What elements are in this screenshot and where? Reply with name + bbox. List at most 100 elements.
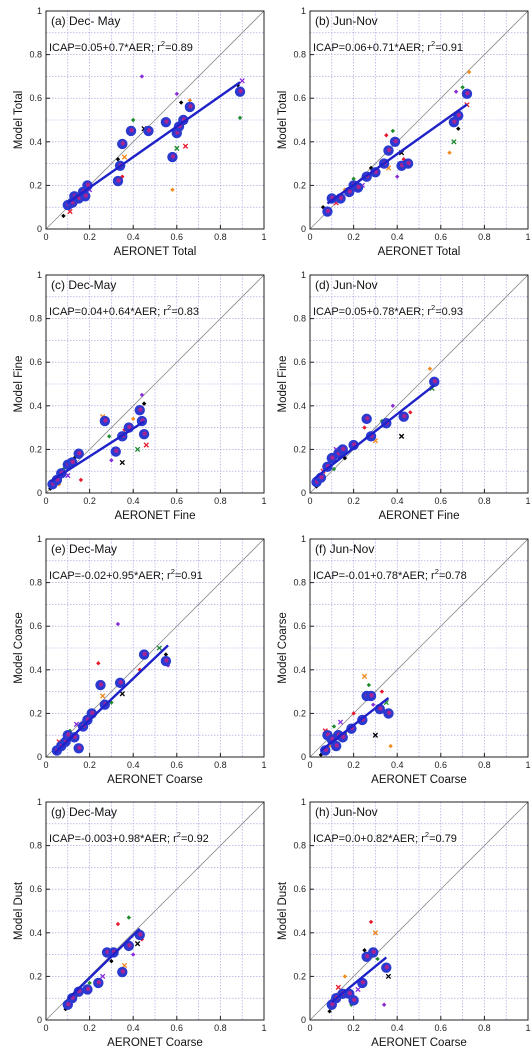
- small-marker: [456, 126, 461, 131]
- small-marker: [134, 941, 141, 947]
- small-marker: [143, 442, 149, 448]
- x-tick-label: 0.8: [214, 1023, 227, 1033]
- y-tick-label: 1: [37, 534, 42, 544]
- data-point: [138, 649, 150, 660]
- x-tick-label: 0: [43, 232, 48, 242]
- y-axis-label: Model Dust: [13, 881, 25, 940]
- equation-superscript: 2: [167, 303, 171, 312]
- small-marker: [137, 667, 142, 672]
- x-tick-label: 0: [43, 1023, 48, 1033]
- equation-value: =0.83: [171, 306, 199, 318]
- point-inner: [103, 418, 108, 423]
- small-marker: [126, 915, 132, 920]
- panel-g: 0 0.2 0.4 0.6 0.8 1 0 0.2 0.4 0.6 0.8 1 AERONET Coar…: [13, 797, 267, 1047]
- data-point: [337, 444, 348, 455]
- y-tick-label: 0.2: [293, 180, 306, 190]
- small-marker: [109, 958, 114, 964]
- small-marker: [78, 477, 84, 483]
- point-inner: [406, 160, 411, 166]
- small-marker: [388, 743, 393, 749]
- y-tick-label: 0.2: [29, 444, 42, 454]
- y-tick-label: 1: [37, 270, 42, 280]
- one-to-one-line: [309, 538, 529, 758]
- x-axis-label: AERONET Coarse: [371, 774, 467, 786]
- small-marker: [115, 621, 121, 627]
- equation-value: =0.93: [435, 306, 463, 318]
- data-point: [93, 977, 104, 989]
- point-inner: [330, 1001, 335, 1007]
- y-tick-label: 0.2: [293, 708, 306, 718]
- x-tick-label: 0.8: [478, 1023, 491, 1033]
- small-marker: [139, 74, 145, 79]
- small-marker: [109, 458, 114, 463]
- fit-line: [66, 927, 141, 1001]
- equation-text: ICAP=0.06+0.71*AER; r: [313, 42, 431, 54]
- point-inner: [138, 407, 143, 412]
- x-tick-label: 0: [307, 496, 312, 506]
- data-point: [167, 151, 178, 163]
- fit-line: [313, 384, 435, 480]
- small-marker: [87, 980, 92, 986]
- equation-superscript: 2: [431, 39, 435, 48]
- small-marker: [174, 91, 179, 97]
- y-tick-label: 0.8: [293, 578, 306, 588]
- data-point: [117, 966, 128, 978]
- fit-line: [49, 420, 145, 483]
- point-inner: [325, 208, 331, 214]
- y-tick-label: 0.2: [29, 971, 42, 981]
- point-inner: [83, 193, 89, 198]
- data-point: [82, 984, 93, 995]
- small-marker: [100, 973, 106, 980]
- data-point: [234, 86, 246, 97]
- point-inner: [77, 745, 82, 750]
- x-tick-label: 0.6: [171, 496, 184, 506]
- panel-d: 0 0.2 0.4 0.6 0.8 1 0 0.2 0.4 0.6 0.8 1 AERONET Fine…: [277, 270, 531, 522]
- x-axis-label: AERONET Fine: [115, 510, 196, 522]
- regression-equation: ICAP=0.04+0.64*AER; r2=0.83: [49, 303, 199, 318]
- x-tick-label: 0.2: [83, 760, 96, 770]
- point-inner: [352, 997, 357, 1002]
- x-tick-label: 0.8: [478, 760, 491, 770]
- small-marker: [237, 115, 243, 121]
- point-inner: [330, 455, 335, 460]
- small-marker: [182, 143, 189, 149]
- x-tick-label: 0.6: [435, 1023, 448, 1033]
- plot-frame: [309, 538, 529, 758]
- plot-frame: [45, 801, 265, 1021]
- small-marker: [466, 69, 472, 75]
- small-marker: [379, 689, 385, 694]
- data-point: [330, 740, 342, 752]
- x-axis-label: AERONET Total: [114, 246, 197, 258]
- small-marker: [156, 645, 163, 651]
- equation-value: =0.78: [439, 570, 467, 582]
- y-tick-label: 1: [37, 797, 42, 807]
- x-tick-label: 0.2: [347, 232, 360, 242]
- point-inner: [164, 119, 169, 124]
- panel-title: (f) Jun-Nov: [315, 542, 374, 556]
- x-tick-label: 0.4: [127, 1023, 140, 1033]
- x-tick-label: 0.6: [171, 760, 184, 770]
- small-marker: [100, 693, 106, 699]
- point-inner: [341, 446, 346, 451]
- x-tick-label: 0.2: [83, 1023, 96, 1033]
- y-tick-label: 0.6: [293, 357, 306, 367]
- x-tick-label: 0.6: [435, 496, 448, 506]
- point-inner: [129, 128, 134, 133]
- point-inner: [365, 416, 370, 421]
- markers: [47, 392, 150, 491]
- data-point: [322, 206, 333, 217]
- small-marker: [239, 78, 245, 84]
- point-inner: [114, 448, 119, 454]
- y-tick-label: 0: [37, 488, 42, 498]
- x-tick-label: 0.8: [214, 760, 227, 770]
- point-inner: [402, 413, 407, 419]
- y-axis-label: Model Coarse: [277, 612, 289, 684]
- data-point: [73, 448, 84, 459]
- point-inner: [347, 991, 353, 996]
- point-inner: [142, 651, 147, 657]
- regression-equation: ICAP=-0.02+0.95*AER; r2=0.91: [49, 567, 203, 582]
- fit-line: [320, 697, 390, 752]
- y-tick-label: 0: [301, 1015, 306, 1025]
- y-tick-label: 0.8: [29, 578, 42, 588]
- y-tick-label: 0.8: [293, 314, 306, 324]
